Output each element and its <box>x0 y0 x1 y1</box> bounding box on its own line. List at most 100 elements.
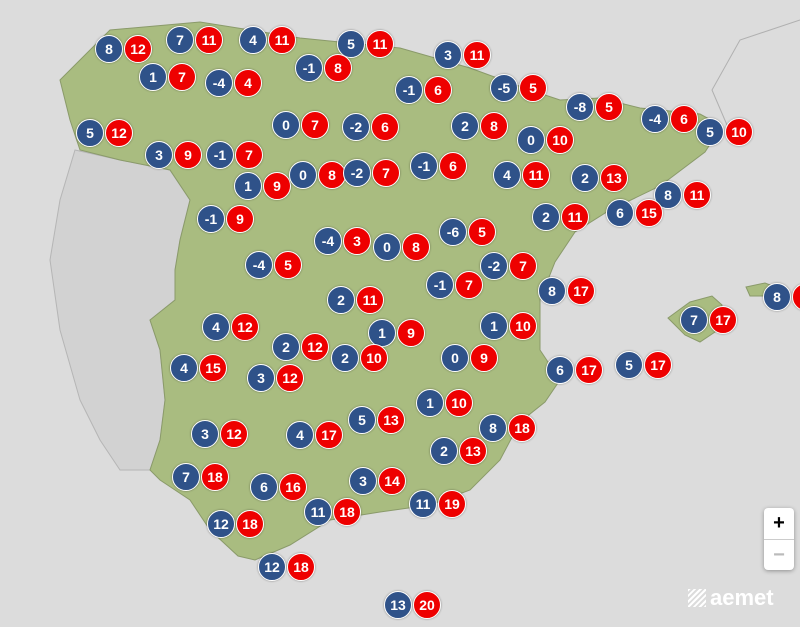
max-temp[interactable]: 10 <box>360 344 388 372</box>
max-temp[interactable]: 12 <box>301 333 329 361</box>
min-temp[interactable]: 3 <box>349 467 377 495</box>
min-temp[interactable]: -1 <box>410 152 438 180</box>
min-temp[interactable]: 0 <box>441 344 469 372</box>
min-temp[interactable]: 12 <box>258 553 286 581</box>
station-marker[interactable]: 12 18 <box>207 510 267 538</box>
station-marker[interactable]: 3 11 <box>434 41 494 69</box>
min-temp[interactable]: -1 <box>395 76 423 104</box>
min-temp[interactable]: 4 <box>286 421 314 449</box>
max-temp[interactable]: 9 <box>263 172 291 200</box>
max-temp[interactable]: 18 <box>508 414 536 442</box>
min-temp[interactable]: 7 <box>172 463 200 491</box>
max-temp[interactable]: 5 <box>468 218 496 246</box>
max-temp[interactable]: 17 <box>709 306 737 334</box>
max-temp[interactable]: 5 <box>274 251 302 279</box>
min-temp[interactable]: 3 <box>247 364 275 392</box>
min-temp[interactable]: 4 <box>239 26 267 54</box>
min-temp[interactable]: 2 <box>571 164 599 192</box>
max-temp[interactable]: 9 <box>397 319 425 347</box>
min-temp[interactable]: 2 <box>451 112 479 140</box>
station-marker[interactable]: 4 17 <box>286 421 346 449</box>
station-marker[interactable]: 1 10 <box>480 312 540 340</box>
min-temp[interactable]: 0 <box>289 161 317 189</box>
max-temp[interactable]: 20 <box>413 591 441 619</box>
max-temp[interactable]: 17 <box>567 277 595 305</box>
max-temp[interactable]: 7 <box>509 252 537 280</box>
min-temp[interactable]: 11 <box>409 490 437 518</box>
min-temp[interactable]: 4 <box>493 161 521 189</box>
max-temp[interactable]: 11 <box>561 203 589 231</box>
max-temp[interactable]: 8 <box>402 233 430 261</box>
station-marker[interactable]: 8 <box>763 283 800 311</box>
max-temp[interactable]: 12 <box>124 35 152 63</box>
max-temp[interactable]: 10 <box>725 118 753 146</box>
station-marker[interactable]: 13 20 <box>384 591 444 619</box>
min-temp[interactable]: 6 <box>546 356 574 384</box>
max-temp[interactable]: 11 <box>195 26 223 54</box>
station-marker[interactable]: 5 17 <box>615 351 675 379</box>
station-marker[interactable]: 7 17 <box>680 306 740 334</box>
station-marker[interactable]: 2 13 <box>571 164 631 192</box>
min-temp[interactable]: 2 <box>272 333 300 361</box>
min-temp[interactable]: 1 <box>480 312 508 340</box>
min-temp[interactable]: -8 <box>566 93 594 121</box>
station-marker[interactable]: 4 12 <box>202 313 262 341</box>
max-temp[interactable]: 11 <box>463 41 491 69</box>
station-marker[interactable]: 2 11 <box>532 203 592 231</box>
max-temp[interactable]: 6 <box>439 152 467 180</box>
min-temp[interactable]: 8 <box>763 283 791 311</box>
min-temp[interactable]: 0 <box>517 126 545 154</box>
station-marker[interactable]: -4 3 <box>314 227 374 255</box>
min-temp[interactable]: -4 <box>245 251 273 279</box>
max-temp[interactable]: 7 <box>455 271 483 299</box>
max-temp[interactable]: 10 <box>509 312 537 340</box>
max-temp[interactable]: 12 <box>105 119 133 147</box>
station-marker[interactable]: 0 10 <box>517 126 577 154</box>
station-marker[interactable]: 5 13 <box>348 406 408 434</box>
min-temp[interactable]: 13 <box>384 591 412 619</box>
max-temp[interactable]: 7 <box>372 159 400 187</box>
min-temp[interactable]: 2 <box>430 437 458 465</box>
min-temp[interactable]: -4 <box>641 105 669 133</box>
station-marker[interactable]: 5 12 <box>76 119 136 147</box>
station-marker[interactable]: -4 4 <box>205 69 265 97</box>
station-marker[interactable]: 2 12 <box>272 333 332 361</box>
station-marker[interactable]: 12 18 <box>258 553 318 581</box>
max-temp[interactable]: 9 <box>226 205 254 233</box>
max-temp[interactable]: 14 <box>378 467 406 495</box>
min-temp[interactable]: 11 <box>304 498 332 526</box>
min-temp[interactable]: 8 <box>95 35 123 63</box>
max-temp[interactable]: 11 <box>356 286 384 314</box>
min-temp[interactable]: 1 <box>368 319 396 347</box>
min-temp[interactable]: -2 <box>342 113 370 141</box>
min-temp[interactable]: 3 <box>145 141 173 169</box>
min-temp[interactable]: -1 <box>295 54 323 82</box>
station-marker[interactable]: 4 11 <box>239 26 299 54</box>
station-marker[interactable]: 8 11 <box>654 181 714 209</box>
station-marker[interactable]: 2 10 <box>331 344 391 372</box>
max-temp[interactable]: 15 <box>635 199 663 227</box>
max-temp[interactable]: 3 <box>343 227 371 255</box>
max-temp[interactable]: 4 <box>234 69 262 97</box>
max-temp[interactable]: 8 <box>480 112 508 140</box>
max-temp[interactable]: 13 <box>377 406 405 434</box>
min-temp[interactable]: 6 <box>250 473 278 501</box>
max-temp[interactable]: 7 <box>235 141 263 169</box>
station-marker[interactable]: 6 15 <box>606 199 666 227</box>
min-temp[interactable]: 0 <box>272 111 300 139</box>
station-marker[interactable]: -1 6 <box>410 152 470 180</box>
min-temp[interactable]: 5 <box>696 118 724 146</box>
station-marker[interactable]: 5 11 <box>337 30 397 58</box>
max-temp[interactable]: 5 <box>519 74 547 102</box>
min-temp[interactable]: 0 <box>373 233 401 261</box>
max-temp[interactable]: 11 <box>366 30 394 58</box>
max-temp[interactable]: 18 <box>287 553 315 581</box>
min-temp[interactable]: -2 <box>343 159 371 187</box>
max-temp[interactable]: 18 <box>236 510 264 538</box>
min-temp[interactable]: 1 <box>416 389 444 417</box>
